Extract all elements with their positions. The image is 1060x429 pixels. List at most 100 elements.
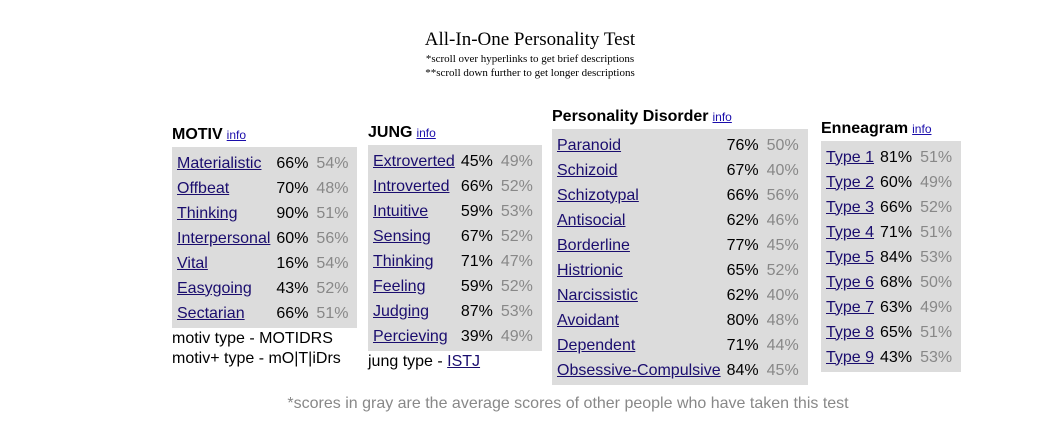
jung-trait-cell: Sensing — [373, 224, 457, 249]
pd-score: 62% — [726, 211, 759, 229]
jung-type-label: jung type - — [368, 353, 448, 370]
enneagram-trait-link[interactable]: Type 9 — [826, 348, 875, 366]
enneagram-row: Type 5 84% 53% — [826, 245, 956, 270]
jung-row: Percieving 39% 49% — [373, 324, 537, 349]
motiv-scores-box: Materialistic 66% 54% Offbeat 70% 48% Thinking… — [172, 147, 358, 328]
enneagram-row: Type 3 66% 52% — [826, 195, 956, 220]
pd-trait-cell: Dependent — [557, 333, 723, 358]
motiv-trait-link[interactable]: Thinking — [177, 204, 238, 222]
enneagram-trait-link[interactable]: Type 6 — [826, 273, 875, 291]
jung-trait-link[interactable]: Judging — [373, 302, 430, 320]
jung-average-score: 52% — [500, 177, 533, 195]
enneagram-trait-link[interactable]: Type 3 — [826, 198, 875, 216]
pd-info-link[interactable]: info — [712, 110, 732, 124]
pd-trait-cell: Schizotypal — [557, 183, 723, 208]
jung-score: 39% — [460, 327, 493, 345]
enneagram-trait-link[interactable]: Type 4 — [826, 223, 875, 241]
pd-trait-link[interactable]: Avoidant — [557, 311, 619, 329]
jung-average-score: 53% — [500, 302, 533, 320]
pd-row: Schizotypal 66% 56% — [557, 183, 803, 208]
pd-title: Personality Disorder — [552, 108, 709, 125]
pd-trait-link[interactable]: Paranoid — [557, 136, 622, 154]
pd-trait-link[interactable]: Schizoid — [557, 161, 618, 179]
jung-trait-link[interactable]: Sensing — [373, 227, 431, 245]
enneagram-average-score: 51% — [920, 323, 953, 341]
motiv-trait-link[interactable]: Vital — [177, 254, 208, 272]
enneagram-trait-link[interactable]: Type 5 — [826, 248, 875, 266]
pd-trait-link[interactable]: Antisocial — [557, 211, 626, 229]
pd-trait-link[interactable]: Histrionic — [557, 261, 623, 279]
enneagram-trait-link[interactable]: Type 1 — [826, 148, 875, 166]
pd-trait-link[interactable]: Narcissistic — [557, 286, 638, 304]
jung-trait-link[interactable]: Extroverted — [373, 152, 455, 170]
jung-type: jung type - ISTJ — [368, 352, 542, 372]
pd-average-score: 40% — [766, 161, 799, 179]
enneagram-trait-link[interactable]: Type 8 — [826, 323, 875, 341]
motiv-trait-link[interactable]: Easygoing — [177, 279, 252, 297]
pd-trait-link[interactable]: Dependent — [557, 336, 636, 354]
jung-trait-link[interactable]: Feeling — [373, 277, 426, 295]
footer-note: *scores in gray are the average scores o… — [287, 395, 849, 412]
enneagram-row: Type 7 63% 49% — [826, 295, 956, 320]
jung-heading: JUNG info — [368, 124, 542, 142]
pd-trait-cell: Obsessive-Compulsive — [557, 358, 723, 383]
enneagram-trait-cell: Type 2 — [826, 170, 876, 195]
enneagram-row: Type 6 68% 50% — [826, 270, 956, 295]
motiv-score: 60% — [276, 229, 309, 247]
enneagram-row: Type 2 60% 49% — [826, 170, 956, 195]
pd-average-score: 56% — [766, 186, 799, 204]
motiv-score: 16% — [276, 254, 309, 272]
enneagram-trait-link[interactable]: Type 7 — [826, 298, 875, 316]
jung-row: Feeling 59% 52% — [373, 274, 537, 299]
pd-row: Dependent 71% 44% — [557, 333, 803, 358]
motiv-section: MOTIV info Materialistic 66% 54% Offbeat 70% 4… — [172, 126, 358, 369]
pd-trait-cell: Histrionic — [557, 258, 723, 283]
motiv-trait-cell: Vital — [177, 251, 272, 276]
motiv-trait-link[interactable]: Offbeat — [177, 179, 230, 197]
pd-trait-link[interactable]: Schizotypal — [557, 186, 639, 204]
pd-score: 77% — [726, 236, 759, 254]
pd-trait-link[interactable]: Obsessive-Compulsive — [557, 361, 721, 379]
jung-trait-link[interactable]: Percieving — [373, 327, 448, 345]
enneagram-score: 66% — [880, 198, 913, 216]
enneagram-trait-link[interactable]: Type 2 — [826, 173, 875, 191]
motiv-row: Easygoing 43% 52% — [177, 276, 352, 301]
jung-average-score: 53% — [500, 202, 533, 220]
jung-trait-link[interactable]: Introverted — [373, 177, 450, 195]
pd-average-score: 48% — [766, 311, 799, 329]
enneagram-trait-cell: Type 9 — [826, 345, 876, 370]
motiv-average-score: 54% — [316, 254, 349, 272]
enneagram-trait-cell: Type 3 — [826, 195, 876, 220]
motiv-trait-link[interactable]: Interpersonal — [177, 229, 271, 247]
enneagram-heading: Enneagram info — [821, 120, 961, 138]
enneagram-average-score: 49% — [920, 173, 953, 191]
jung-trait-link[interactable]: Thinking — [373, 252, 434, 270]
jung-type-link[interactable]: ISTJ — [447, 353, 481, 370]
pd-row: Histrionic 65% 52% — [557, 258, 803, 283]
enneagram-section: Enneagram info Type 1 81% 51% Type 2 60% 49% Ty… — [821, 120, 962, 372]
pd-row: Paranoid 76% 50% — [557, 133, 803, 158]
motiv-average-score: 52% — [316, 279, 349, 297]
motiv-info-link[interactable]: info — [226, 128, 247, 142]
pd-row: Schizoid 67% 40% — [557, 158, 803, 183]
jung-info-link[interactable]: info — [416, 126, 436, 140]
jung-row: Intuitive 59% 53% — [373, 199, 537, 224]
pd-average-score: 40% — [766, 286, 799, 304]
pd-trait-cell: Schizoid — [557, 158, 723, 183]
enneagram-average-score: 53% — [920, 348, 953, 366]
motiv-trait-link[interactable]: Sectarian — [177, 304, 245, 322]
enneagram-scores-box: Type 1 81% 51% Type 2 60% 49% Type 3 66% 52% Type… — [821, 141, 962, 372]
pd-row: Antisocial 62% 46% — [557, 208, 803, 233]
pd-average-score: 52% — [766, 261, 799, 279]
pd-row: Narcissistic 62% 40% — [557, 283, 803, 308]
enneagram-info-link[interactable]: info — [912, 122, 932, 136]
enneagram-row: Type 8 65% 51% — [826, 320, 956, 345]
jung-average-score: 47% — [500, 252, 533, 270]
enneagram-trait-cell: Type 4 — [826, 220, 876, 245]
motiv-average-score: 56% — [316, 229, 349, 247]
motiv-trait-link[interactable]: Materialistic — [177, 154, 262, 172]
pd-trait-link[interactable]: Borderline — [557, 236, 630, 254]
jung-trait-link[interactable]: Intuitive — [373, 202, 429, 220]
page-title: All-In-One Personality Test — [424, 29, 636, 50]
jung-score: 67% — [460, 227, 493, 245]
